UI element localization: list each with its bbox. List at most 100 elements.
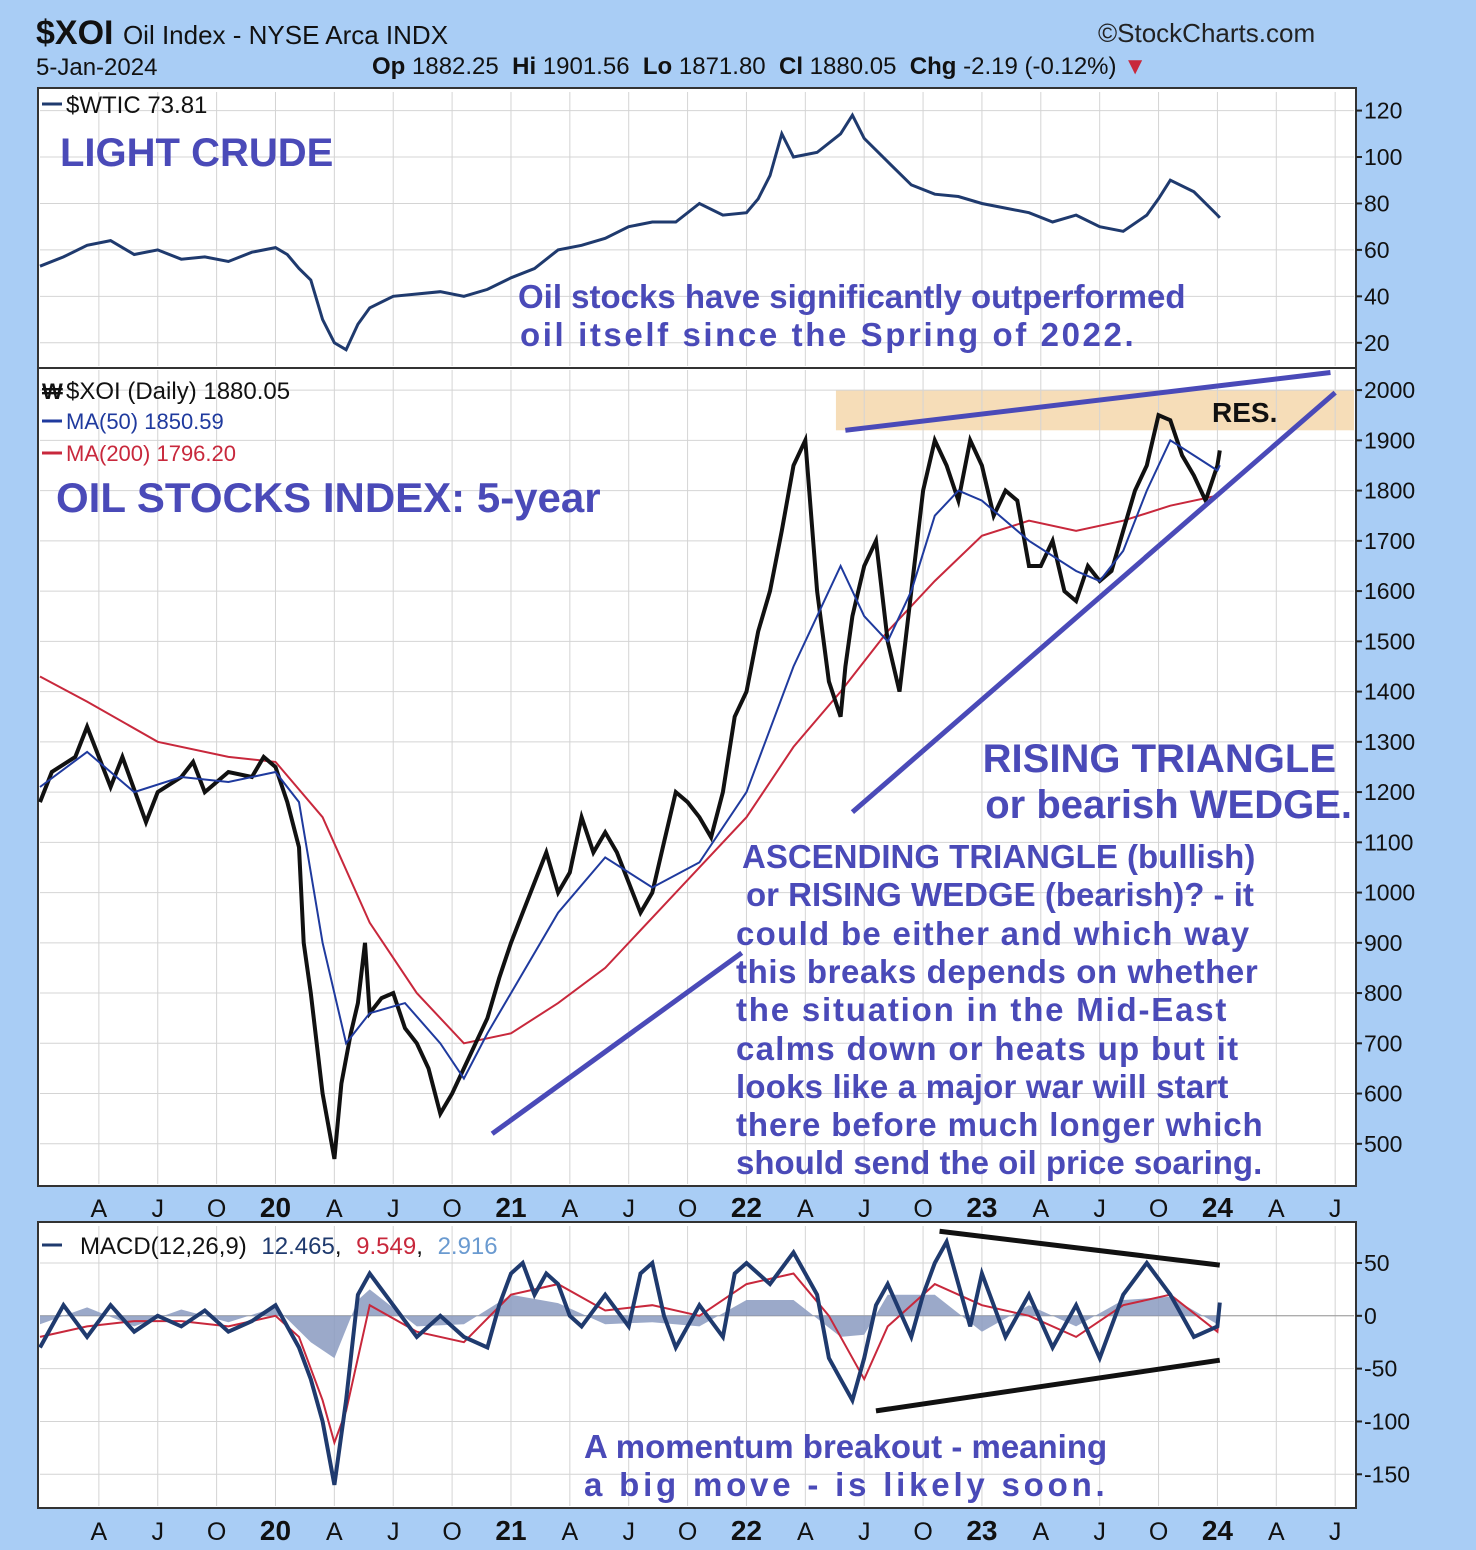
macd-upper-trendline bbox=[939, 1228, 1221, 1268]
y-tick-label: 80 bbox=[1364, 190, 1390, 216]
x-tick-label: 21 bbox=[495, 1515, 526, 1546]
macd-legend-signal: 9.549 bbox=[356, 1233, 416, 1260]
x-tick-label: J bbox=[1329, 1518, 1342, 1546]
x-tick-label: O bbox=[207, 1518, 226, 1546]
index-name: Oil Index - NYSE Arca INDX bbox=[122, 20, 449, 50]
x-tick-label: A bbox=[797, 1518, 814, 1546]
oil-panel-background bbox=[37, 87, 1357, 369]
xoi-legend-ma50: MA(50) 1850.59 bbox=[66, 409, 224, 434]
y-tick-label: 1900 bbox=[1364, 427, 1415, 453]
y-tick-label: 1800 bbox=[1364, 478, 1415, 504]
x-tick-label: J bbox=[858, 1518, 871, 1546]
outperform-annotation-line1: Oil stocks have significantly outperform… bbox=[518, 278, 1186, 315]
x-tick-label: A bbox=[91, 1195, 108, 1223]
commentary-line-1: ASCENDING TRIANGLE (bullish) bbox=[742, 838, 1255, 875]
xoi-y-axis: 500 600 700 800 900 1000 1100 1200 1300 1400 1500 1… bbox=[1356, 377, 1415, 1157]
op-label: Op bbox=[372, 53, 406, 80]
y-tick-label: 1600 bbox=[1364, 578, 1415, 604]
x-tick-label: J bbox=[151, 1195, 164, 1223]
header-ohlc: Op 1882.25 Hi 1901.56 Lo 1871.80 Cl 1880… bbox=[372, 53, 1147, 81]
xoi-legend-ma200: MA(200) 1796.20 bbox=[66, 441, 236, 466]
macd-signal-line bbox=[39, 1272, 1221, 1446]
y-tick-label: 100 bbox=[1364, 144, 1402, 170]
resistance-label: RES. bbox=[1212, 397, 1277, 428]
ma200-line bbox=[39, 491, 1221, 1045]
y-tick-label: 1100 bbox=[1364, 829, 1413, 855]
y-tick-label: 40 bbox=[1364, 283, 1390, 309]
x-tick-label: A bbox=[1032, 1518, 1049, 1546]
oil-y-axis: 20 40 60 80 100 120 bbox=[1356, 98, 1402, 356]
oil-panel-title: LIGHT CRUDE bbox=[60, 131, 333, 175]
y-tick-label: 1700 bbox=[1364, 528, 1415, 554]
y-tick-label: 60 bbox=[1364, 237, 1390, 263]
x-tick-label: O bbox=[442, 1518, 461, 1546]
wtic-price-line bbox=[39, 112, 1221, 352]
gridlines bbox=[40, 92, 1354, 1506]
macd-panel: -150 -100 -50 0 50 MACD(12,26,9) 12.465, 9.5… bbox=[38, 1228, 1410, 1503]
commentary-line-9: should send the oil price soaring. bbox=[736, 1144, 1262, 1181]
y-tick-label: 2000 bbox=[1364, 377, 1415, 403]
y-tick-label: 1200 bbox=[1364, 779, 1415, 805]
y-tick-label: -150 bbox=[1364, 1461, 1410, 1487]
macd-legend-hist: 2.916 bbox=[438, 1233, 498, 1260]
x-tick-label: J bbox=[622, 1195, 635, 1223]
ticker-symbol: $XOI bbox=[36, 14, 114, 52]
x-tick-label: J bbox=[387, 1518, 400, 1546]
cl-value: 1880.05 bbox=[809, 53, 897, 80]
y-tick-label: 600 bbox=[1364, 1081, 1402, 1107]
hi-value: 1901.56 bbox=[542, 53, 630, 80]
xoi-legend: ₩ $XOI (Daily) 1880.05 MA(50) 1850.59 MA… bbox=[42, 378, 290, 466]
xoi-legend-price: $XOI (Daily) 1880.05 bbox=[66, 378, 290, 405]
x-tick-label: 24 bbox=[1202, 1192, 1234, 1223]
commentary-line-8: there before much longer which bbox=[736, 1106, 1264, 1143]
macd-y-axis: -150 -100 -50 0 50 bbox=[1356, 1250, 1410, 1487]
y-tick-label: 0 bbox=[1364, 1303, 1377, 1329]
x-tick-label: 20 bbox=[260, 1192, 291, 1223]
pattern-label-line2: or bearish WEDGE. bbox=[985, 783, 1352, 827]
chg-label: Chg bbox=[909, 53, 957, 80]
x-tick-label: O bbox=[1149, 1195, 1168, 1223]
commentary-line-3: could be either and which way bbox=[736, 915, 1250, 952]
y-tick-label: 1500 bbox=[1364, 628, 1415, 654]
y-tick-label: 1300 bbox=[1364, 729, 1415, 755]
commentary-line-4: this breaks depends on whether bbox=[736, 953, 1258, 990]
commentary-line-5: the situation in the Mid-East bbox=[736, 991, 1228, 1028]
macd-legend: MACD(12,26,9) 12.465, 9.549, 2.916 bbox=[42, 1233, 498, 1260]
x-tick-label: 24 bbox=[1202, 1515, 1234, 1546]
xoi-panel-title: OIL STOCKS INDEX: 5-year bbox=[56, 474, 601, 521]
xoi-price-line bbox=[38, 412, 1222, 1160]
x-axis-main: A J O 20 A J O 21 A J O 22 A J O 23 A J O 24 A J bbox=[91, 1192, 1342, 1223]
x-tick-label: O bbox=[207, 1195, 226, 1223]
x-tick-label: J bbox=[387, 1195, 400, 1223]
x-tick-label: 22 bbox=[731, 1515, 762, 1546]
down-arrow-icon: ▼ bbox=[1123, 53, 1147, 80]
macd-legend-macd: 12.465 bbox=[261, 1233, 334, 1260]
macd-panel-background bbox=[37, 1221, 1357, 1509]
lower-support-trendline-2021 bbox=[490, 950, 744, 1136]
x-tick-label: J bbox=[858, 1195, 871, 1223]
header-ticker-row: $XOI Oil Index - NYSE Arca INDX bbox=[36, 14, 448, 53]
y-tick-label: 500 bbox=[1364, 1131, 1402, 1157]
wtic-legend-text: $WTIC 73.81 bbox=[66, 92, 207, 119]
lower-support-trendline-2022 bbox=[850, 390, 1337, 815]
x-tick-label: 21 bbox=[495, 1192, 526, 1223]
macd-legend-text: MACD(12,26,9) 12.465, 9.549, 2.916 bbox=[80, 1233, 498, 1260]
y-tick-label: 50 bbox=[1364, 1250, 1390, 1276]
candle-legend-icon: ₩ bbox=[42, 379, 63, 404]
ma50-line bbox=[39, 438, 1221, 1081]
x-tick-label: A bbox=[561, 1195, 578, 1223]
macd-lower-trendline bbox=[875, 1357, 1221, 1414]
commentary-line-2: or RISING WEDGE (bearish)? - it bbox=[746, 876, 1254, 913]
x-tick-label: O bbox=[913, 1518, 932, 1546]
macd-legend-label: MACD(12,26,9) bbox=[80, 1233, 247, 1260]
pattern-label-line1: RISING TRIANGLE bbox=[983, 737, 1336, 781]
x-tick-label: A bbox=[1032, 1195, 1049, 1223]
x-tick-label: A bbox=[326, 1195, 343, 1223]
y-tick-label: 800 bbox=[1364, 980, 1402, 1006]
commentary-line-6: calms down or heats up but it bbox=[736, 1030, 1239, 1067]
x-tick-label: J bbox=[151, 1518, 164, 1546]
upper-resistance-trendline bbox=[845, 370, 1331, 433]
header-date: 5-Jan-2024 bbox=[36, 54, 158, 81]
